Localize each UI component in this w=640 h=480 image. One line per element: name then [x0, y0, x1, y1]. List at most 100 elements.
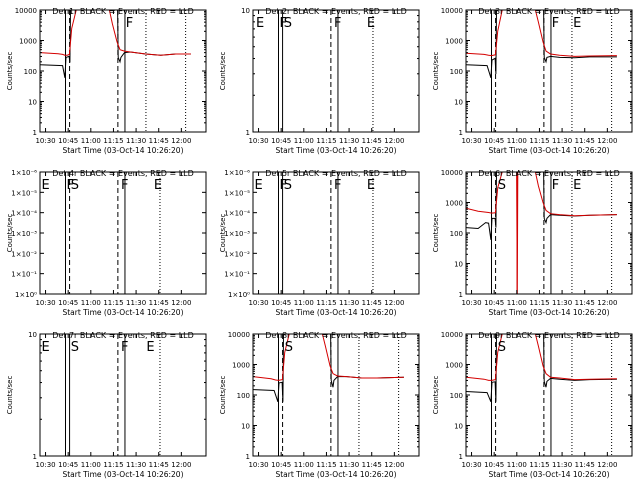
x-tick-label: 11:30 [339, 461, 359, 469]
event-marker-F: F [67, 178, 74, 193]
y-tick-label: 1×10⁻⁶ [11, 169, 37, 177]
x-axis-label: Start Time (03-Oct-14 10:26:20) [488, 470, 609, 479]
x-tick-label: 11:30 [126, 299, 146, 307]
y-axis-label: Counts/sec [219, 376, 227, 415]
panel-det-5: E FS F E10:30 10:45 11:00 11:15 11:30 11:45 12:00… [219, 169, 420, 317]
y-tick-label: 10000 [441, 169, 463, 177]
x-axis-label: Start Time (03-Oct-14 10:26:20) [488, 146, 609, 155]
plot-frame [39, 333, 207, 457]
x-tick-label: 11:45 [575, 137, 595, 145]
y-tick-label: 10 [241, 7, 250, 15]
panel-det-6: S F E 10:30 10:45 11:00 11:15 11:30 11:45 12:00 1 1… [432, 169, 633, 317]
event-marker-F: F [334, 178, 341, 193]
x-tick-label: 11:00 [81, 137, 101, 145]
x-tick-label: 11:30 [552, 299, 572, 307]
y-axis-label: Counts/sec [432, 52, 440, 91]
event-marker-E: E [367, 178, 375, 193]
y-tick-label: 1×10⁰ [228, 291, 250, 299]
x-tick-label: 10:30 [35, 137, 55, 145]
x-tick-label: 11:15 [529, 461, 549, 469]
x-tick-label: 11:00 [294, 137, 314, 145]
event-marker-S: S [285, 340, 293, 355]
panel-title: Det 7r BLACK = Events, RED = LLD [52, 331, 194, 340]
y-tick-label: 1×10⁻⁵ [224, 189, 250, 197]
x-axis-label: Start Time (03-Oct-14 10:26:20) [62, 470, 183, 479]
event-marker-E: E [255, 178, 263, 193]
x-tick-label: 11:30 [126, 461, 146, 469]
y-axis-label: Counts/sec [219, 214, 227, 253]
event-marker-E: E [573, 16, 581, 31]
panel-det-2: E FS F E10:30 10:45 11:00 11:15 11:30 11:45 12:00… [219, 7, 420, 155]
series-lld [253, 334, 404, 381]
series-lld [466, 334, 617, 381]
series-group [40, 10, 191, 78]
event-marker-E: E [154, 178, 162, 193]
x-tick-label: 10:45 [58, 461, 78, 469]
x-tick-label: 12:00 [597, 299, 617, 307]
x-tick-label: 11:45 [149, 299, 169, 307]
x-axis-label: Start Time (03-Oct-14 10:26:20) [62, 146, 183, 155]
panel-det-7: E S F E 10:30 10:45 11:00 11:15 11:30 11:45 12:00 1… [6, 331, 207, 479]
series-group [466, 334, 617, 402]
series-events [253, 334, 404, 402]
y-tick-label: 1 [33, 129, 37, 137]
panel-det-3: F E 10:30 10:45 11:00 11:15 11:30 11:45 12:00 1 10… [432, 7, 633, 155]
event-marker-E: E [367, 16, 375, 31]
x-tick-label: 11:00 [294, 461, 314, 469]
y-tick-label: 1×10⁻³ [11, 230, 37, 238]
x-tick-label: 10:30 [461, 461, 481, 469]
y-tick-label: 10000 [228, 331, 250, 339]
x-tick-label: 10:45 [484, 137, 504, 145]
y-axis-label: Counts/sec [6, 214, 14, 253]
x-tick-label: 11:30 [126, 137, 146, 145]
y-tick-label: 1×10⁻³ [224, 230, 250, 238]
panel-det-9: S 10:30 10:45 11:00 11:15 11:30 11:45 12:00 1 10 1… [432, 331, 633, 479]
event-marker-E: E [42, 178, 50, 193]
x-tick-label: 11:45 [575, 461, 595, 469]
plot-frame [252, 9, 420, 133]
event-marker-E: E [256, 16, 264, 31]
y-tick-label: 1000 [19, 38, 37, 46]
x-tick-label: 11:15 [529, 137, 549, 145]
y-tick-label: 1000 [445, 38, 463, 46]
series-events [466, 10, 617, 78]
x-tick-label: 12:00 [384, 461, 404, 469]
event-marker-F: F [121, 178, 128, 193]
x-tick-label: 10:30 [35, 299, 55, 307]
y-axis-label: Counts/sec [432, 376, 440, 415]
panel-title: Det 4r BLACK = Events, RED = LLD [52, 169, 194, 178]
x-tick-label: 12:00 [171, 461, 191, 469]
x-tick-label: 10:30 [248, 299, 268, 307]
y-tick-label: 10000 [15, 7, 37, 15]
x-tick-label: 11:15 [316, 137, 336, 145]
x-tick-label: 11:00 [507, 299, 527, 307]
panel-title: Det 9r BLACK = Events, RED = LLD [478, 331, 620, 340]
x-tick-label: 11:45 [362, 461, 382, 469]
y-tick-label: 1×10⁻² [224, 250, 250, 258]
series-lld [40, 10, 191, 56]
event-marker-F: F [552, 16, 559, 31]
panel-det-4: E FS F E10:30 10:45 11:00 11:15 11:30 11:45 12:00… [6, 169, 207, 317]
series-lld [466, 172, 617, 294]
event-marker-F: F [552, 178, 559, 193]
panel-title: Det 1r BLACK = Events, RED = LLD [52, 7, 194, 16]
x-tick-label: 10:30 [248, 137, 268, 145]
event-marker-F: F [280, 178, 287, 193]
event-marker-S: S [284, 178, 292, 193]
y-tick-label: 10000 [441, 331, 463, 339]
y-tick-label: 10 [454, 423, 463, 431]
series-events [40, 10, 191, 78]
y-tick-label: 1×10⁻² [11, 250, 37, 258]
x-tick-label: 10:45 [484, 461, 504, 469]
y-tick-label: 1000 [445, 200, 463, 208]
y-tick-label: 10 [28, 99, 37, 107]
x-tick-label: 10:45 [58, 299, 78, 307]
series-events [466, 172, 617, 240]
x-tick-label: 11:45 [149, 461, 169, 469]
event-marker-S: S [71, 178, 79, 193]
y-tick-label: 1×10⁻¹ [11, 271, 37, 279]
x-tick-label: 11:15 [103, 137, 123, 145]
panel-title: Det 2r BLACK = Events, RED = LLD [265, 7, 407, 16]
y-tick-label: 1×10⁻⁶ [224, 169, 250, 177]
y-tick-label: 1 [459, 291, 463, 299]
